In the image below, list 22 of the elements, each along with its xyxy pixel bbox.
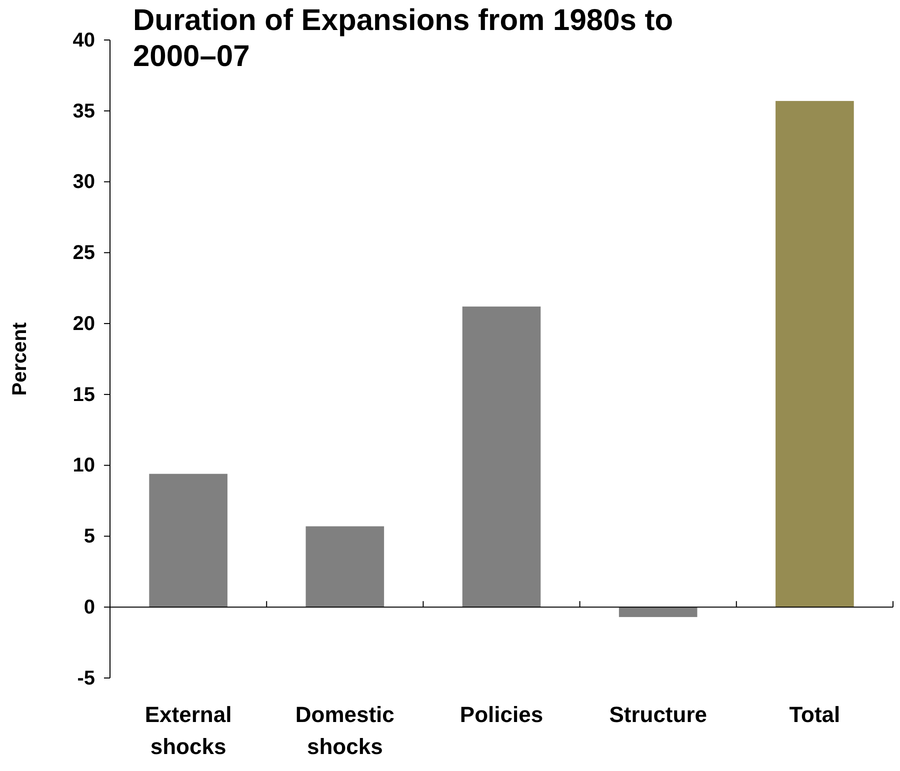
y-tick-label: 25 xyxy=(72,242,95,264)
bar xyxy=(306,526,384,608)
bar xyxy=(776,100,854,608)
x-tick-label: Domestic shocks xyxy=(295,702,394,759)
x-tick-label: External shocks xyxy=(144,702,232,759)
y-tick-label: 30 xyxy=(72,171,95,194)
x-tick-label: Structure xyxy=(609,702,707,727)
bar xyxy=(618,607,698,618)
chart-title: Duration of Expansions from 1980s to 2000–07 xyxy=(133,4,674,73)
bar xyxy=(462,306,541,608)
y-tick-label: 5 xyxy=(84,526,95,548)
y-tick-label: -5 xyxy=(77,667,95,690)
x-tick-label: Total xyxy=(789,702,840,727)
y-tick-label: 0 xyxy=(84,596,95,619)
x-tick-label: Policies xyxy=(460,702,544,727)
y-tick-label: 20 xyxy=(72,312,95,335)
y-tick-label: 40 xyxy=(72,29,95,52)
bar xyxy=(149,474,228,608)
y-tick-label: 15 xyxy=(72,384,95,406)
y-axis-title: Percent xyxy=(9,322,31,396)
y-tick-label: 35 xyxy=(72,100,95,122)
y-tick-label: 10 xyxy=(72,454,95,477)
